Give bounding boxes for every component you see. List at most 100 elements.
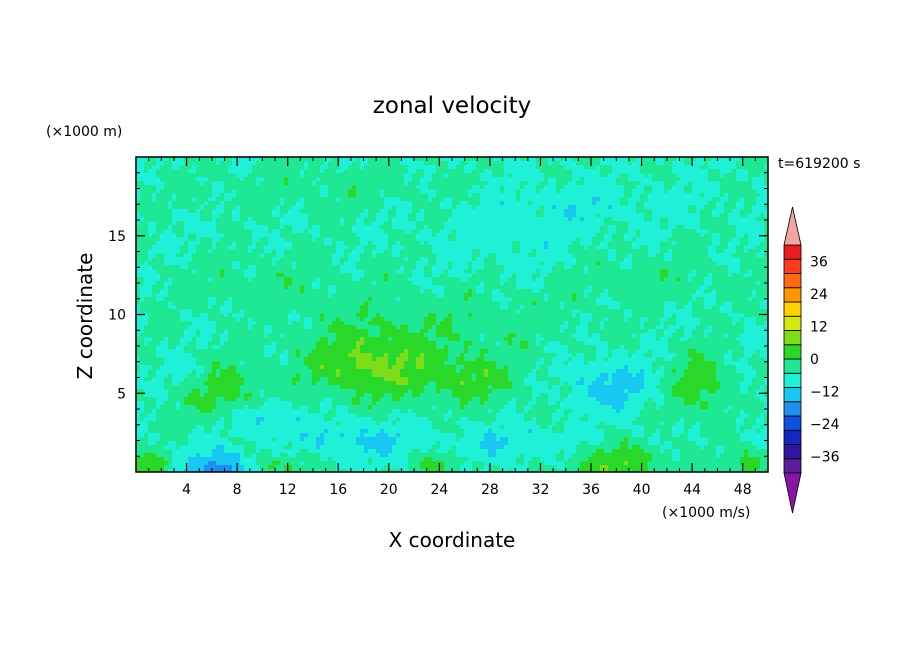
heatmap-cell: [624, 217, 629, 222]
heatmap-cell: [336, 221, 341, 226]
heatmap-cell: [380, 197, 385, 202]
heatmap-cell: [288, 185, 293, 190]
heatmap-cell: [668, 157, 673, 162]
heatmap-cell: [708, 169, 713, 174]
heatmap-cell: [284, 257, 289, 262]
heatmap-cell: [500, 253, 505, 258]
heatmap-cell: [584, 217, 589, 222]
heatmap-cell: [656, 265, 661, 270]
heatmap-cell: [488, 177, 493, 182]
heatmap-cell: [744, 181, 749, 186]
heatmap-cell: [584, 189, 589, 194]
heatmap-cell: [336, 245, 341, 250]
heatmap-cell: [644, 165, 649, 170]
heatmap-cell: [556, 213, 561, 218]
heatmap-cell: [580, 165, 585, 170]
heatmap-cell: [184, 253, 189, 258]
heatmap-cell: [576, 273, 581, 278]
heatmap-cell: [196, 257, 201, 262]
heatmap-cell: [424, 281, 429, 286]
heatmap-cell: [496, 201, 501, 206]
heatmap-cell: [168, 281, 173, 286]
heatmap-cell: [500, 237, 505, 242]
heatmap-cell: [196, 229, 201, 234]
heatmap-cell: [256, 205, 261, 210]
heatmap-cell: [316, 217, 321, 222]
heatmap-cell: [496, 165, 501, 170]
heatmap-cell: [384, 229, 389, 234]
heatmap-cell: [176, 221, 181, 226]
heatmap-cell: [288, 213, 293, 218]
heatmap-cell: [240, 193, 245, 198]
heatmap-cell: [456, 257, 461, 262]
heatmap-cell: [428, 229, 433, 234]
heatmap-cell: [576, 213, 581, 218]
heatmap-cell: [260, 233, 265, 238]
heatmap-cell: [408, 181, 413, 186]
heatmap-cell: [736, 197, 741, 202]
heatmap-cell: [344, 221, 349, 226]
heatmap-cell: [384, 237, 389, 242]
heatmap-cell: [464, 249, 469, 254]
heatmap-cell: [656, 193, 661, 198]
heatmap-cell: [760, 269, 765, 274]
heatmap-cell: [616, 257, 621, 262]
heatmap-cell: [200, 269, 205, 274]
heatmap-cell: [740, 193, 745, 198]
heatmap-cell: [256, 193, 261, 198]
heatmap-cell: [636, 269, 641, 274]
heatmap-cell: [148, 221, 153, 226]
heatmap-cell: [484, 257, 489, 262]
heatmap-cell: [244, 161, 249, 166]
heatmap-cell: [468, 161, 473, 166]
heatmap-cell: [148, 233, 153, 238]
heatmap-cell: [600, 221, 605, 226]
heatmap-cell: [196, 157, 201, 162]
heatmap-cell: [604, 217, 609, 222]
heatmap-cell: [336, 281, 341, 286]
heatmap-cell: [284, 229, 289, 234]
heatmap-cell: [184, 257, 189, 262]
heatmap-cell: [708, 241, 713, 246]
heatmap-cell: [600, 201, 605, 206]
heatmap-cell: [552, 193, 557, 198]
heatmap-cell: [444, 181, 449, 186]
heatmap-cell: [324, 161, 329, 166]
heatmap-cell: [208, 225, 213, 230]
heatmap-cell: [148, 249, 153, 254]
heatmap-cell: [680, 233, 685, 238]
heatmap-cell: [712, 201, 717, 206]
heatmap-cell: [516, 217, 521, 222]
heatmap-cell: [140, 245, 145, 250]
heatmap-cell: [636, 161, 641, 166]
heatmap-cell: [736, 257, 741, 262]
heatmap-cell: [196, 169, 201, 174]
heatmap-cell: [660, 201, 665, 206]
heatmap-cell: [420, 253, 425, 258]
heatmap-cell: [348, 233, 353, 238]
heatmap-cell: [480, 269, 485, 274]
heatmap-cell: [528, 249, 533, 254]
heatmap-cell: [652, 197, 657, 202]
heatmap-cell: [576, 253, 581, 258]
heatmap-cell: [160, 213, 165, 218]
heatmap-cell: [492, 217, 497, 222]
heatmap-cell: [676, 201, 681, 206]
heatmap-cell: [476, 245, 481, 250]
heatmap-cell: [724, 245, 729, 250]
heatmap-cell: [592, 185, 597, 190]
heatmap-cell: [508, 205, 513, 210]
heatmap-cell: [140, 177, 145, 182]
heatmap-cell: [712, 177, 717, 182]
heatmap-cell: [468, 157, 473, 162]
heatmap-cell: [664, 157, 669, 162]
heatmap-cell: [296, 169, 301, 174]
heatmap-cell: [176, 249, 181, 254]
heatmap-cell: [736, 237, 741, 242]
heatmap-cell: [748, 269, 753, 274]
heatmap-cell: [584, 209, 589, 214]
heatmap-cell: [564, 217, 569, 222]
heatmap-cell: [460, 185, 465, 190]
heatmap-cell: [176, 229, 181, 234]
heatmap-cell: [660, 229, 665, 234]
